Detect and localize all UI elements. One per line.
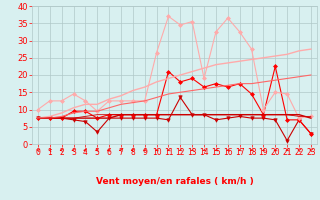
X-axis label: Vent moyen/en rafales ( km/h ): Vent moyen/en rafales ( km/h ): [96, 177, 253, 186]
